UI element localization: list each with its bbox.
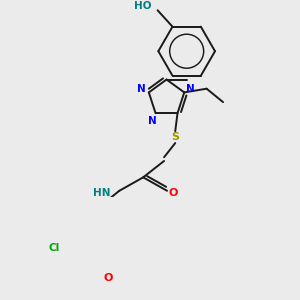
- Text: Cl: Cl: [49, 243, 60, 253]
- Text: O: O: [103, 273, 113, 283]
- Text: N: N: [137, 84, 146, 94]
- Text: HN: HN: [93, 188, 110, 198]
- Text: N: N: [148, 116, 157, 126]
- Text: HO: HO: [134, 1, 152, 11]
- Text: S: S: [171, 132, 179, 142]
- Text: N: N: [186, 84, 195, 94]
- Text: O: O: [168, 188, 178, 198]
